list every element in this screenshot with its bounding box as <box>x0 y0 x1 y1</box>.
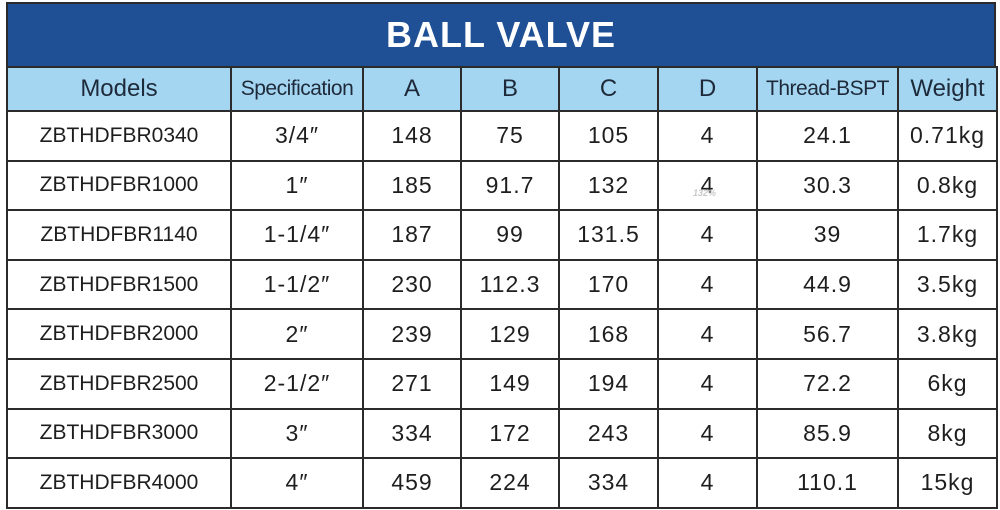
table-cell: 39 <box>756 209 899 261</box>
table-cell: 15kg <box>897 457 998 509</box>
table-cell: 168 <box>558 308 659 360</box>
table-cell: 0.8kg <box>897 159 998 212</box>
column-header: Specification <box>230 66 364 112</box>
table-cell: 72.2 <box>756 357 899 410</box>
model-cell: ZBTHDFBR1000 <box>6 159 232 212</box>
table-cell: 4 <box>657 209 758 261</box>
model-cell: ZBTHDFBR0340 <box>6 110 232 162</box>
table-row: ZBTHDFBR1500 1-1/2″ 230 112.3 170 4 44.9 3.5kg <box>6 258 998 311</box>
table-cell: 4 <box>657 110 758 162</box>
table-row: ZBTHDFBR2500 2-1/2″ 271 149 194 4 72.2 6kg <box>6 357 998 410</box>
table-row: ZBTHDFBR2000 2″ 239 129 168 4 56.7 3.8kg <box>6 308 998 360</box>
table-cell: 1-1/4″ <box>230 209 364 261</box>
model-cell: ZBTHDFBR1140 <box>6 209 232 261</box>
table-cell: 30.3 <box>756 159 899 212</box>
model-cell: ZBTHDFBR2500 <box>6 357 232 410</box>
table-cell: 185 <box>362 159 462 212</box>
table-row: ZBTHDFBR0340 3/4″ 148 75 105 4 24.1 0.71kg <box>6 110 998 162</box>
table-cell: 3/4″ <box>230 110 364 162</box>
table-cell: 56.7 <box>756 308 899 360</box>
table-cell: 4″ <box>230 457 364 509</box>
title-bar: BALL VALVE <box>6 2 996 66</box>
table-body: ZBTHDFBR0340 3/4″ 148 75 105 4 24.1 0.71kg ZBTHD… <box>6 110 998 509</box>
table-row: ZBTHDFBR1140 1-1/4″ 187 99 131.5 4 39 1.7kg <box>6 209 998 261</box>
table-cell: 3″ <box>230 407 364 460</box>
model-cell: ZBTHDFBR2000 <box>6 308 232 360</box>
spec-table: Models Specification A B C D Thread-BSPT Weight… <box>6 66 998 509</box>
table-cell: 112.3 <box>460 258 560 311</box>
table-cell: 4 <box>657 159 758 212</box>
table-cell: 4 <box>657 457 758 509</box>
table-cell: 24.1 <box>756 110 899 162</box>
table-cell: 4 <box>657 258 758 311</box>
table-cell: 170 <box>558 258 659 311</box>
table-cell: 2″ <box>230 308 364 360</box>
header-row: Models Specification A B C D Thread-BSPT Weight <box>6 66 998 112</box>
table-cell: 172 <box>460 407 560 460</box>
table-cell: 230 <box>362 258 462 311</box>
model-cell: ZBTHDFBR4000 <box>6 457 232 509</box>
table-cell: 2-1/2″ <box>230 357 364 410</box>
table-cell: 459 <box>362 457 462 509</box>
table-cell: 1.7kg <box>897 209 998 261</box>
column-header: Models <box>6 66 232 112</box>
zoom-badge: 132% <box>693 188 717 198</box>
table-cell: 105 <box>558 110 659 162</box>
table-cell: 3.5kg <box>897 258 998 311</box>
table-cell: 4 <box>657 308 758 360</box>
table-cell: 1″ <box>230 159 364 212</box>
table-row: ZBTHDFBR3000 3″ 334 172 243 4 85.9 8kg <box>6 407 998 460</box>
spec-sheet: BALL VALVE Models Specification A B C D Thread… <box>6 2 998 510</box>
table-cell: 3.8kg <box>897 308 998 360</box>
table-cell: 0.71kg <box>897 110 998 162</box>
table-cell: 132 <box>558 159 659 212</box>
table-cell: 187 <box>362 209 462 261</box>
table-cell: 99 <box>460 209 560 261</box>
table-row: ZBTHDFBR4000 4″ 459 224 334 4 110.1 15kg <box>6 457 998 509</box>
column-header: A <box>362 66 462 112</box>
model-cell: ZBTHDFBR3000 <box>6 407 232 460</box>
table-cell: 129 <box>460 308 560 360</box>
table-cell: 4 <box>657 407 758 460</box>
column-header: B <box>460 66 560 112</box>
table-cell: 194 <box>558 357 659 410</box>
table-cell: 334 <box>362 407 462 460</box>
table-cell: 224 <box>460 457 560 509</box>
table-cell: 148 <box>362 110 462 162</box>
table-cell: 110.1 <box>756 457 899 509</box>
table-cell: 8kg <box>897 407 998 460</box>
table-cell: 4 <box>657 357 758 410</box>
table-cell: 91.7 <box>460 159 560 212</box>
table-row: ZBTHDFBR1000 1″ 185 91.7 132 4 30.3 0.8kg <box>6 159 998 212</box>
column-header: C <box>558 66 659 112</box>
table-cell: 6kg <box>897 357 998 410</box>
table-cell: 44.9 <box>756 258 899 311</box>
table-cell: 131.5 <box>558 209 659 261</box>
column-header: Thread-BSPT <box>756 66 899 112</box>
table-cell: 1-1/2″ <box>230 258 364 311</box>
table-cell: 239 <box>362 308 462 360</box>
column-header: D <box>657 66 758 112</box>
table-cell: 334 <box>558 457 659 509</box>
table-cell: 75 <box>460 110 560 162</box>
table-cell: 271 <box>362 357 462 410</box>
column-header: Weight <box>897 66 998 112</box>
table-cell: 85.9 <box>756 407 899 460</box>
table-cell: 243 <box>558 407 659 460</box>
table-cell: 149 <box>460 357 560 410</box>
model-cell: ZBTHDFBR1500 <box>6 258 232 311</box>
